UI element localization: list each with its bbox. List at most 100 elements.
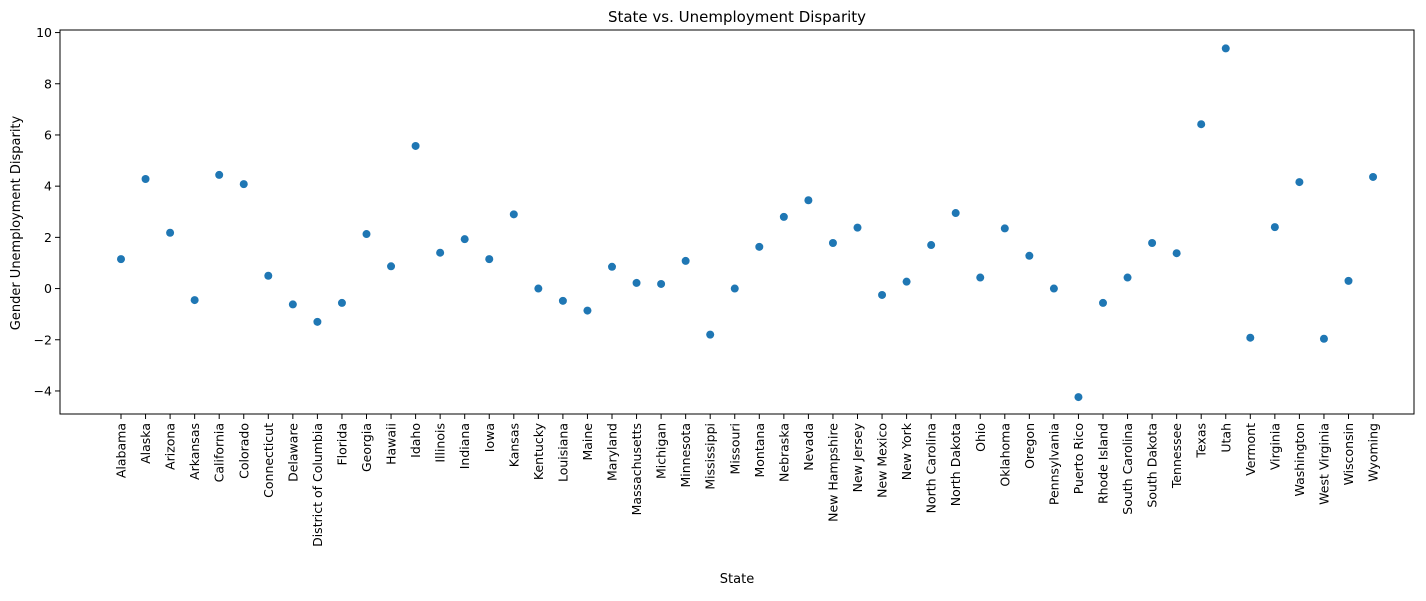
data-point xyxy=(509,210,518,219)
data-point xyxy=(288,300,297,309)
x-tick-label: South Dakota xyxy=(1145,423,1160,508)
x-tick-label: Alaska xyxy=(138,423,153,464)
x-axis-ticks: Alabama Alaska Arizona Arkansas California Co… xyxy=(114,414,1381,547)
x-tick-label: North Carolina xyxy=(924,423,939,513)
x-tick-label: Idaho xyxy=(408,423,423,458)
data-point xyxy=(141,174,150,183)
data-point xyxy=(902,277,911,286)
chart-title: State vs. Unemployment Disparity xyxy=(608,8,866,26)
x-tick-label: Colorado xyxy=(236,423,251,479)
x-tick-label: Alabama xyxy=(114,423,129,478)
x-tick-label: Nebraska xyxy=(776,423,791,482)
x-tick-label: Utah xyxy=(1218,423,1233,453)
x-tick-label: North Dakota xyxy=(948,423,963,506)
data-point xyxy=(828,238,837,247)
data-point xyxy=(1049,284,1058,293)
data-points xyxy=(117,44,1378,402)
x-tick-label: Wyoming xyxy=(1366,423,1381,482)
data-point xyxy=(706,330,715,339)
x-tick-label: Illinois xyxy=(433,423,448,463)
data-point xyxy=(362,230,371,239)
x-tick-label: Nevada xyxy=(801,423,816,471)
data-point xyxy=(264,271,273,280)
x-tick-label: Louisiana xyxy=(555,423,570,482)
x-tick-label: Missouri xyxy=(727,423,742,474)
x-tick-label: California xyxy=(212,423,227,482)
data-point xyxy=(1270,223,1279,232)
data-point xyxy=(583,306,592,315)
data-point xyxy=(1197,120,1206,129)
x-tick-label: Mississippi xyxy=(703,423,718,490)
x-tick-label: Delaware xyxy=(285,423,300,482)
x-tick-label: Puerto Rico xyxy=(1071,423,1086,494)
data-point xyxy=(190,296,199,305)
data-point xyxy=(1148,238,1157,247)
y-tick-label: 8 xyxy=(44,76,52,91)
x-tick-label: South Carolina xyxy=(1120,423,1135,515)
x-tick-label: Oklahoma xyxy=(997,423,1012,487)
x-tick-label: Arizona xyxy=(163,423,178,470)
x-tick-label: Montana xyxy=(752,423,767,478)
x-tick-label: Rhode Island xyxy=(1096,423,1111,504)
data-point xyxy=(853,223,862,232)
data-point xyxy=(1246,333,1255,342)
data-point xyxy=(632,278,641,287)
data-point xyxy=(681,256,690,265)
y-tick-label: 4 xyxy=(44,179,52,194)
x-tick-label: Tennessee xyxy=(1169,423,1184,489)
data-point xyxy=(387,262,396,271)
data-point xyxy=(1099,298,1107,307)
x-tick-label: Washington xyxy=(1292,423,1307,496)
plot-frame xyxy=(59,29,1415,415)
data-point xyxy=(804,196,813,205)
x-tick-label: Michigan xyxy=(654,423,669,479)
y-tick-label: 2 xyxy=(44,230,52,245)
y-tick-label: −4 xyxy=(34,383,52,398)
data-point xyxy=(1000,224,1009,233)
x-tick-label: Connecticut xyxy=(261,423,276,498)
data-point xyxy=(1025,251,1034,260)
x-tick-label: Minnesota xyxy=(678,423,693,488)
data-point xyxy=(608,262,616,271)
x-tick-label: Ohio xyxy=(973,423,988,452)
data-point xyxy=(779,212,788,221)
data-point xyxy=(313,317,322,326)
data-point xyxy=(927,241,936,250)
data-point xyxy=(1221,44,1230,53)
data-point xyxy=(878,290,887,299)
x-tick-label: New Jersey xyxy=(850,422,865,492)
data-point xyxy=(1295,178,1304,187)
data-point xyxy=(436,248,445,257)
x-tick-label: New Mexico xyxy=(875,423,890,498)
data-point xyxy=(215,170,224,179)
y-tick-label: 10 xyxy=(36,25,52,40)
data-point xyxy=(558,296,567,305)
x-tick-label: Maryland xyxy=(605,423,620,481)
x-tick-label: New York xyxy=(899,422,914,480)
data-point xyxy=(1344,276,1353,285)
data-point xyxy=(976,273,985,282)
x-tick-label: Vermont xyxy=(1243,423,1258,476)
y-tick-label: 0 xyxy=(44,281,52,296)
data-point xyxy=(460,235,469,244)
data-point xyxy=(411,141,420,150)
x-tick-label: Wisconsin xyxy=(1341,423,1356,485)
x-tick-label: Hawaii xyxy=(384,423,399,465)
x-tick-label: Kentucky xyxy=(531,422,546,480)
data-point xyxy=(534,284,543,293)
x-tick-label: Florida xyxy=(334,423,349,466)
data-point xyxy=(239,180,248,189)
x-tick-label: Massachusetts xyxy=(629,423,644,515)
y-tick-label: −2 xyxy=(34,332,52,347)
x-tick-label: District of Columbia xyxy=(310,423,325,547)
x-tick-label: West Virginia xyxy=(1316,423,1331,505)
x-tick-label: Maine xyxy=(580,423,595,461)
x-tick-label: Texas xyxy=(1194,423,1209,459)
x-tick-label: New Hampshire xyxy=(825,423,840,522)
data-point xyxy=(117,255,125,264)
x-tick-label: Iowa xyxy=(482,423,497,452)
data-point xyxy=(337,298,346,307)
x-tick-label: Georgia xyxy=(359,423,374,472)
